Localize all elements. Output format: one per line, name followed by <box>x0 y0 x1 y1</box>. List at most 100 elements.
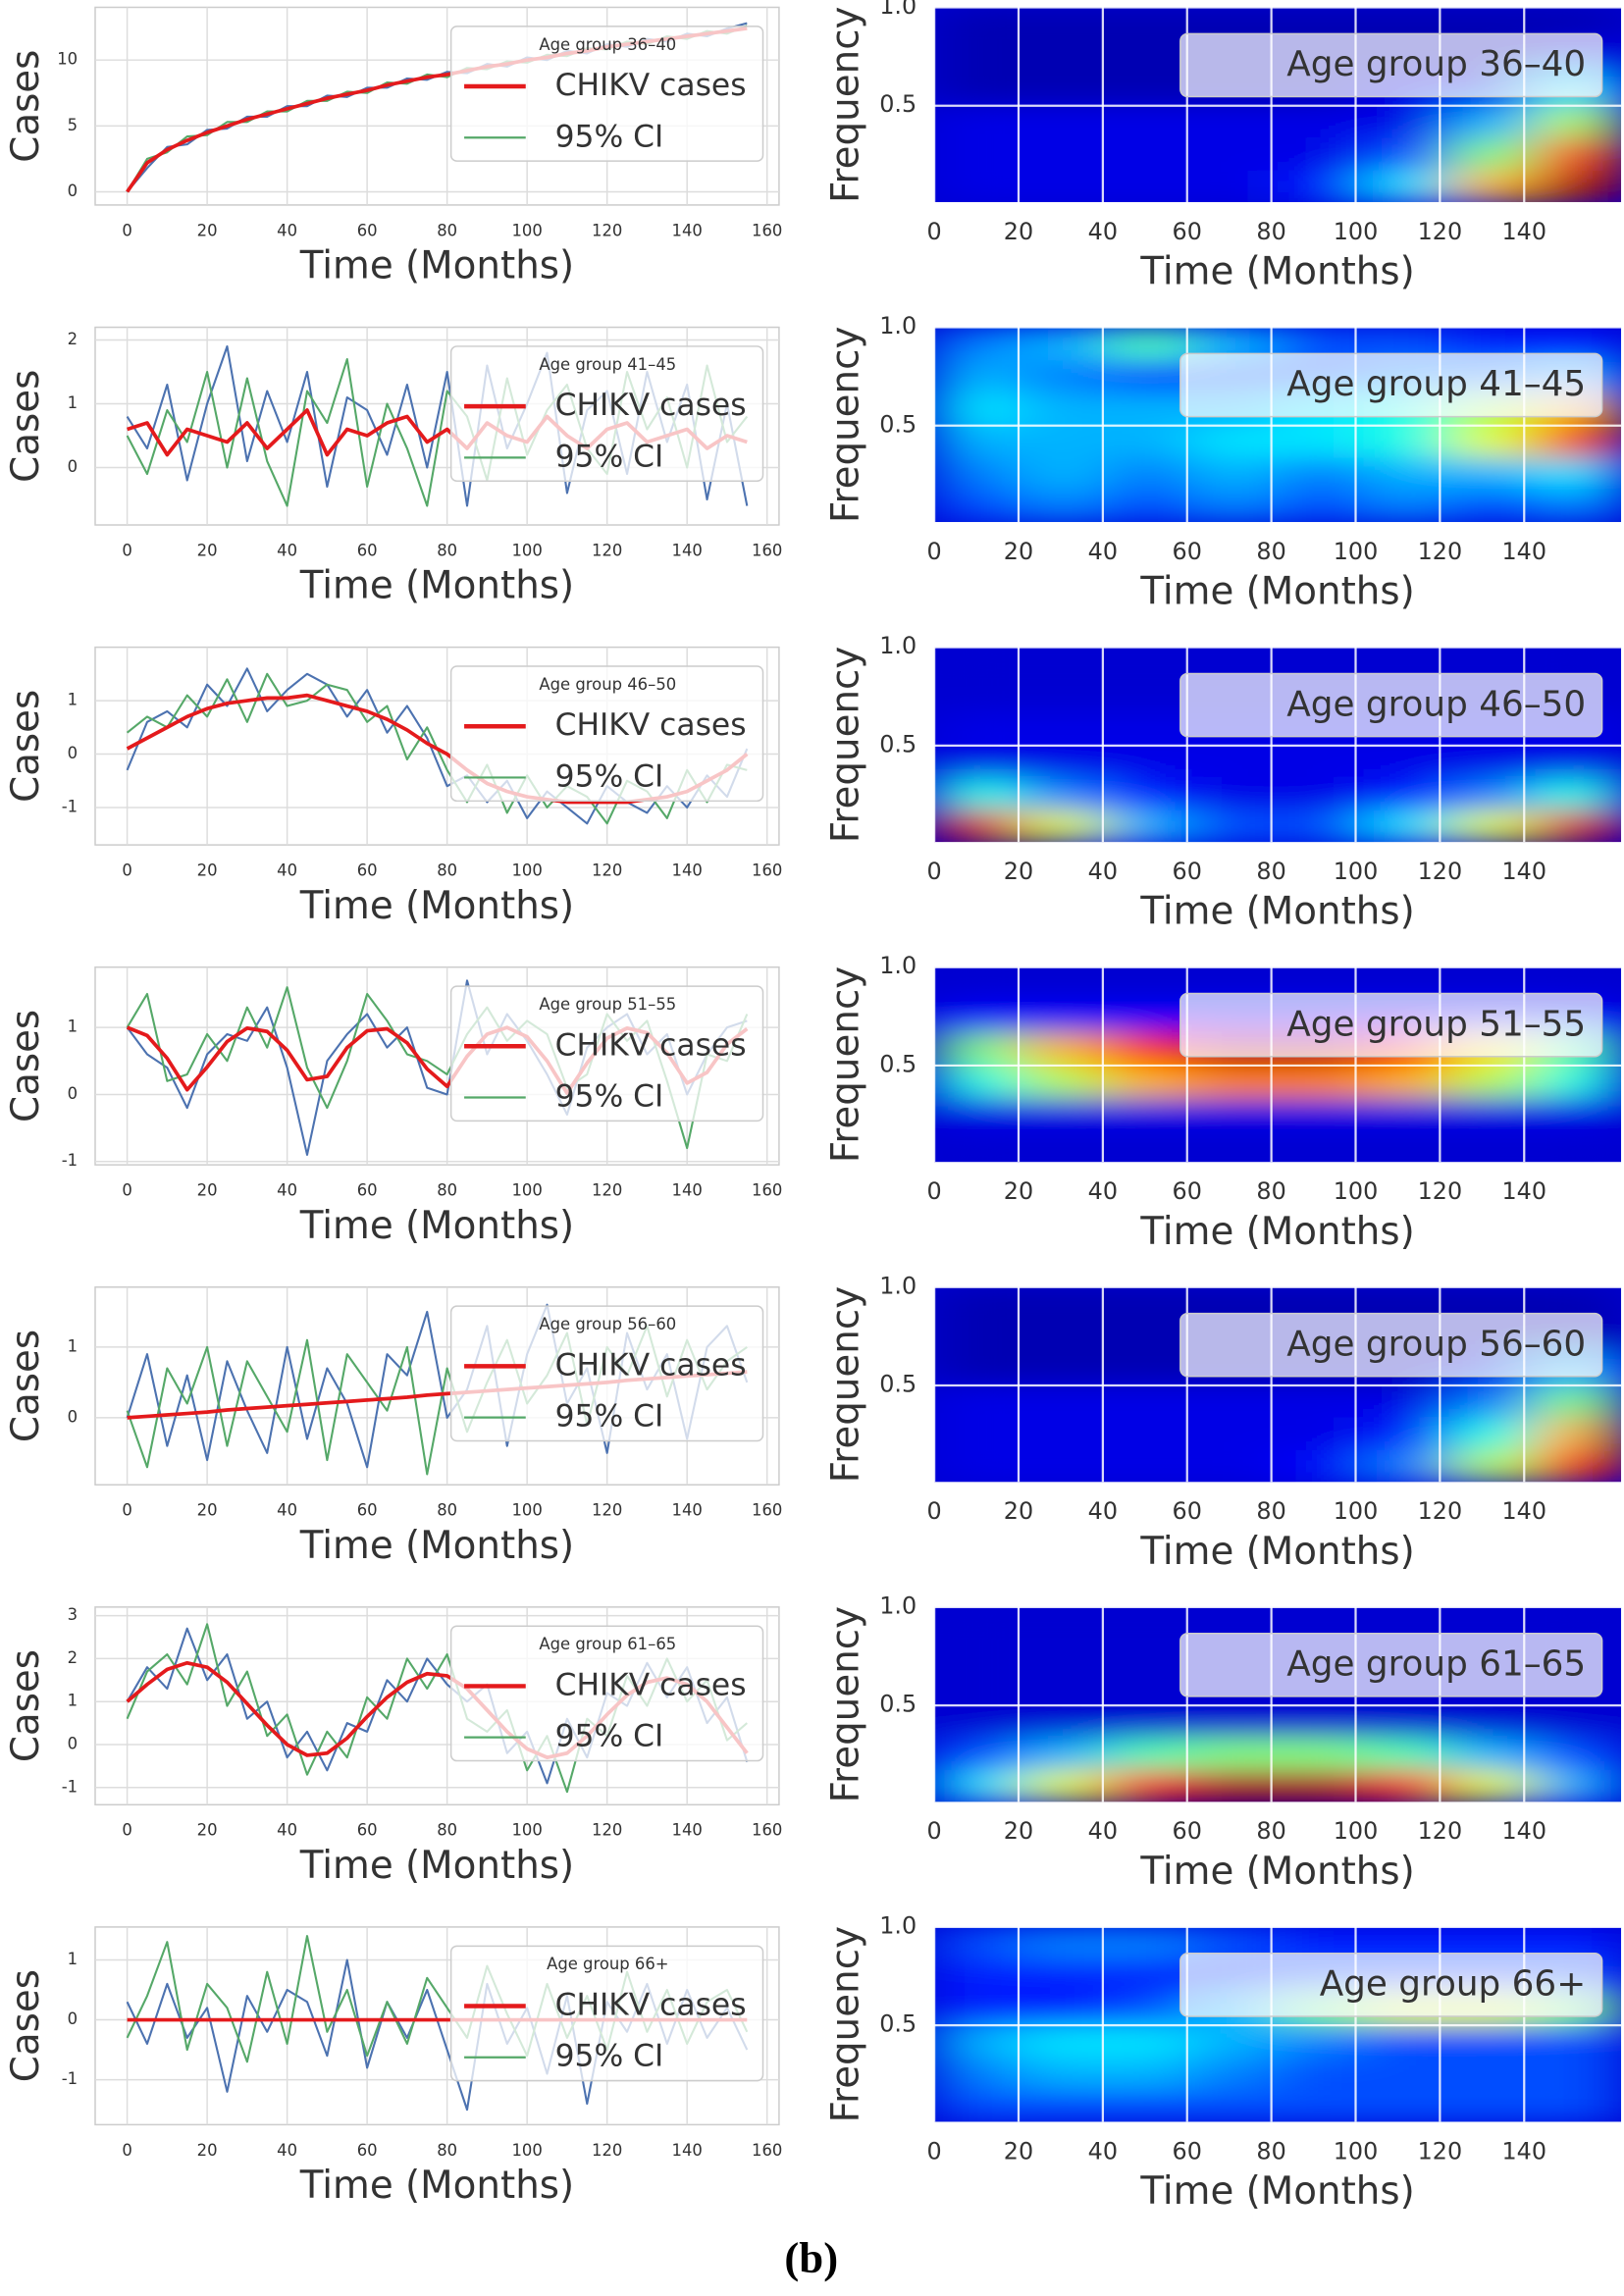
legend-title: Age group 36–40 <box>539 35 676 54</box>
heatmap-cell <box>1449 776 1537 810</box>
heatmap-cell <box>1278 744 1365 778</box>
heatmap-cell <box>1106 136 1193 171</box>
heatmap-cell <box>1020 1384 1107 1418</box>
x-tick-label: 40 <box>1088 1817 1118 1845</box>
label-box <box>1179 1953 1603 2017</box>
heatmap-cell <box>934 966 1022 1001</box>
heatmap-cell <box>1535 1417 1622 1450</box>
heatmap-cell <box>934 1351 1022 1385</box>
heatmap-cell <box>1363 456 1450 491</box>
x-tick-label: 80 <box>1256 218 1285 245</box>
x-tick-label: 160 <box>752 541 782 559</box>
heatmap-cell <box>1106 1064 1193 1098</box>
x-tick-label: 40 <box>277 1181 297 1200</box>
heatmap-cell <box>934 1992 1022 2025</box>
heatmap-cell <box>1535 1737 1622 1770</box>
x-tick-label: 120 <box>592 1821 622 1840</box>
legend-label: CHIKV cases <box>555 1347 747 1383</box>
heatmap-cell <box>1106 7 1193 41</box>
heatmap-cell <box>1449 1737 1537 1770</box>
x-tick-label: 20 <box>1004 1817 1033 1845</box>
heatmap-cell <box>1449 1129 1537 1163</box>
heatmap-cell <box>1106 169 1193 202</box>
x-tick-label: 60 <box>1173 2137 1202 2165</box>
y-tick-label: 0.5 <box>879 730 917 757</box>
heatmap-cell <box>1106 1606 1193 1641</box>
x-tick-label: 80 <box>437 1501 457 1520</box>
x-axis-label: Time (Months) <box>299 2164 574 2208</box>
heatmap-cell <box>934 456 1022 491</box>
heatmap-cell <box>1106 1639 1193 1673</box>
heatmap-cell <box>934 1926 1022 1960</box>
heatmap-cell <box>1106 1031 1193 1066</box>
heatmap-cell <box>1449 2057 1537 2091</box>
heatmap-cell <box>1020 776 1107 810</box>
heatmap-cell <box>1020 966 1107 1001</box>
heatmap-cell <box>934 776 1022 810</box>
heatmap-cell <box>1020 424 1107 458</box>
heatmap-cell <box>934 999 1022 1033</box>
heatmap-cell <box>934 1449 1022 1483</box>
heatmap-cell <box>1535 2089 1622 2122</box>
heatmap-cell <box>1106 1097 1193 1130</box>
y-tick-label: 0.5 <box>879 1691 917 1718</box>
legend-label: 95% CI <box>555 119 664 154</box>
heatmap-cell <box>1106 1417 1193 1450</box>
heatmap-cell <box>1020 1319 1107 1353</box>
y-axis-label: Cases <box>4 1010 48 1122</box>
x-axis-label: Time (Months) <box>299 244 574 288</box>
panel-label: Age group 41–45 <box>1286 364 1586 404</box>
heatmap-cell <box>1020 1704 1107 1738</box>
y-axis-label: Cases <box>4 1969 48 2082</box>
heatmap-cell <box>1020 2024 1107 2058</box>
heatmap-cell <box>1363 1129 1450 1163</box>
x-tick-label: 120 <box>592 1181 622 1200</box>
x-tick-label: 0 <box>122 861 131 879</box>
heatmap-cell <box>1020 391 1107 426</box>
x-tick-label: 100 <box>1334 858 1379 885</box>
x-tick-label: 60 <box>357 2141 378 2160</box>
heatmap-cell <box>1363 2057 1450 2091</box>
heatmap-cell <box>1106 776 1193 810</box>
heatmap-cell <box>934 711 1022 746</box>
heatmap-cell <box>1106 2089 1193 2122</box>
heatmap-cell <box>1106 711 1193 746</box>
x-tick-label: 40 <box>277 221 297 239</box>
label-box <box>1179 1632 1603 1697</box>
x-tick-label: 40 <box>1088 218 1118 245</box>
heatmap-cell <box>1363 1449 1450 1483</box>
y-tick-label: -1 <box>62 797 78 815</box>
heatmap-cell <box>1535 1769 1622 1802</box>
legend-box <box>449 1945 764 2082</box>
heatmap-cell <box>1278 1384 1365 1418</box>
y-tick-label: 2 <box>68 330 78 348</box>
y-axis-label: Frequency <box>824 6 868 202</box>
heatmap-cell <box>1020 72 1107 106</box>
y-tick-label: 1.0 <box>879 1911 917 1939</box>
x-tick-label: 160 <box>752 1821 782 1840</box>
heatmap-cell <box>1106 809 1193 843</box>
legend-title: Age group 51–55 <box>539 995 676 1014</box>
x-tick-label: 140 <box>672 541 703 559</box>
heatmap-cell <box>1278 1064 1365 1098</box>
x-tick-label: 140 <box>1501 218 1546 245</box>
heatmap-cell <box>934 327 1022 361</box>
x-tick-label: 140 <box>1501 1177 1546 1205</box>
heatmap-cell <box>1363 104 1450 138</box>
y-tick-label: 0.5 <box>879 90 917 118</box>
x-axis-label: Time (Months) <box>299 1204 574 1248</box>
legend-label: 95% CI <box>555 1399 664 1435</box>
x-tick-label: 160 <box>752 1181 782 1200</box>
heatmap-cell <box>1449 169 1537 202</box>
heatmap-cell <box>1363 1769 1450 1802</box>
heatmap-cell <box>1106 2024 1193 2058</box>
x-tick-label: 140 <box>1501 858 1546 885</box>
heatmap-cell <box>1535 169 1622 202</box>
x-axis-label: Time (Months) <box>1139 1850 1414 1894</box>
heatmap-cell <box>1278 1417 1365 1450</box>
heatmap-cell <box>1449 2089 1537 2122</box>
heatmap-cell <box>934 647 1022 681</box>
y-axis-label: Cases <box>4 690 48 803</box>
heatmap-cell <box>1449 489 1537 523</box>
